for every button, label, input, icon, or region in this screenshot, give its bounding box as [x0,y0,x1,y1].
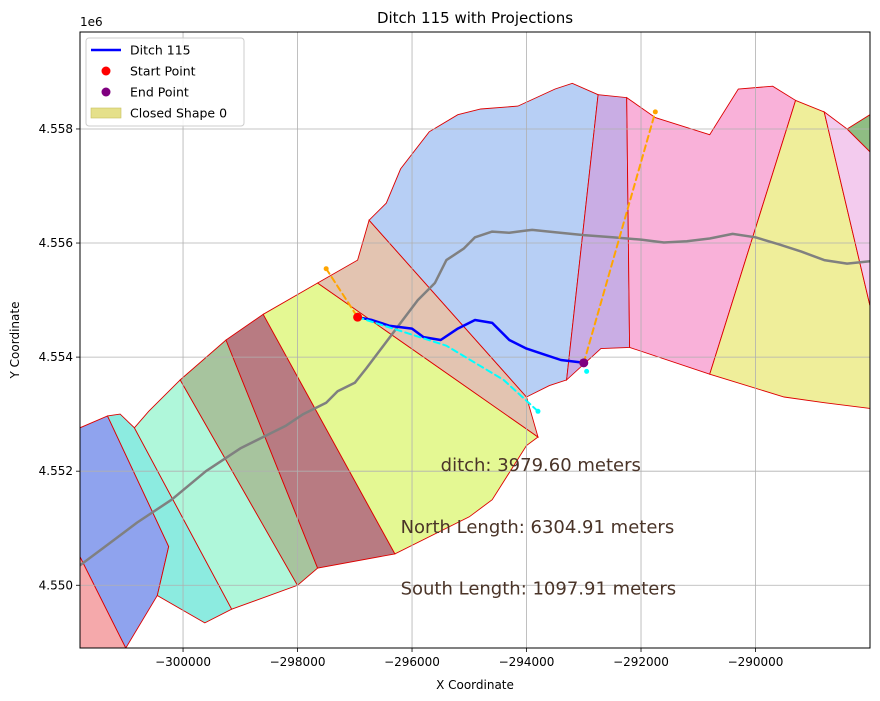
green-patch [846,114,870,153]
grid-layer [80,32,870,648]
point-south-endpoint [535,408,541,414]
series-ditch-115 [356,315,586,365]
legend-end-point-label: End Point [130,85,189,100]
y-offset-label: 1e6 [80,15,103,29]
annotation-text: North Length: 6304.91 meters [401,517,675,538]
y-tick-label: 4.558 [39,122,73,136]
x-axis-label: X Coordinate [436,678,514,692]
annotation-text: ditch: 3979.60 meters [441,455,641,476]
lightpink-patch [823,110,870,306]
y-axis-ticks: 4.550 4.552 4.554 4.556 4.558 [39,122,80,592]
y-tick-label: 4.554 [39,350,73,364]
point-end-projection-endpoint [584,368,590,374]
plot-area [80,32,870,648]
legend-start-point-swatch [101,66,111,76]
point-end-point [579,358,589,368]
y-tick-label: 4.552 [39,464,73,478]
x-tick-label: −292000 [613,655,669,669]
pink-patch [626,85,797,375]
points-layer [323,109,658,414]
y-axis-label: Y Coordinate [8,302,22,380]
x-tick-label: −294000 [499,655,555,669]
annotations: ditch: 3979.60 meters North Length: 6304.… [401,455,677,599]
legend-closed-shape-0-swatch [90,107,122,119]
polygons-layer [80,82,870,648]
legend: Ditch 115 Start Point End Point Closed Shap… [85,37,245,127]
legend-box [85,37,245,127]
cyan-patch [106,413,233,624]
x-tick-label: −296000 [384,655,440,669]
x-tick-label: −300000 [155,655,211,669]
chart-title: Ditch 115 with Projections [377,9,573,27]
point-start-point [353,312,363,322]
x-tick-label: −298000 [270,655,326,669]
plot-frame [79,31,871,649]
x-axis-ticks: −300000 −298000 −296000 −294000 −292000 −2900… [155,648,783,669]
y-tick-label: 4.556 [39,236,73,250]
point-north-start-endpoint [323,266,329,272]
annotation-text: South Length: 1097.91 meters [401,578,677,599]
legend-ditch-115-label: Ditch 115 [130,43,191,58]
x-tick-label: −290000 [728,655,784,669]
y-tick-label: 4.550 [39,578,73,592]
point-north-end-endpoint [652,109,658,115]
series-north-start-projection [325,267,359,319]
lightblue-patch [368,82,599,398]
series-layer [80,110,870,567]
legend-start-point-label: Start Point [130,64,196,79]
series-south-projection [356,316,539,413]
legend-closed-shape-0-label: Closed Shape 0 [130,106,227,121]
legend-end-point-swatch [101,87,111,97]
series-north-end-projection [582,110,657,364]
series-river-centerline [80,228,870,567]
